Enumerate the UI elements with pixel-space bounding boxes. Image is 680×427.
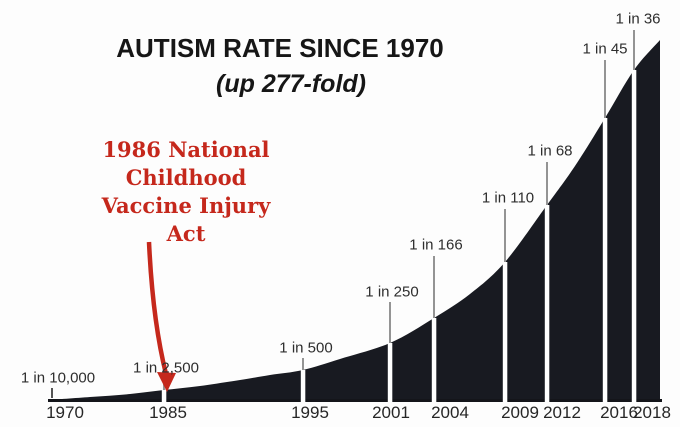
point-label-1985: 1 in 2,500 (133, 359, 199, 377)
area-path (48, 40, 660, 402)
point-label-1995: 1 in 500 (279, 339, 333, 357)
tick-cut-line-2009 (502, 262, 508, 402)
leader-line-2012 (546, 162, 548, 205)
year-label-2001: 2001 (372, 403, 410, 422)
leader-line-2004 (433, 256, 435, 318)
x-axis-baseline (48, 399, 662, 402)
point-label-2004: 1 in 166 (409, 236, 463, 254)
leader-line-1970 (51, 388, 53, 398)
chart-title: AUTISM RATE SINCE 1970 (116, 33, 444, 63)
point-label-2012: 1 in 68 (527, 142, 573, 160)
leader-line-2009 (504, 209, 506, 262)
leader-line-2016 (604, 60, 606, 118)
year-label-1970: 1970 (46, 403, 84, 422)
tick-cut-line-2001 (387, 343, 393, 402)
year-label-2016: 2016 (600, 403, 638, 422)
year-label-2009: 2009 (501, 403, 539, 422)
point-label-2001: 1 in 250 (365, 283, 419, 301)
annotation-arrow-head (157, 372, 176, 392)
tick-cut-line-2012 (544, 205, 550, 402)
tick-cut-line-2018 (631, 70, 637, 402)
year-label-2004: 2004 (431, 403, 469, 422)
point-label-1970: 1 in 10,000 (20, 369, 96, 387)
tick-cut-line-1985 (161, 390, 167, 402)
leader-line-1995 (302, 358, 304, 370)
year-label-1985: 1985 (149, 403, 187, 422)
year-label-2012: 2012 (543, 403, 581, 422)
tick-cut-line-2004 (431, 318, 437, 402)
chart-subtitle: (up 277-fold) (216, 70, 366, 98)
year-label-2018: 2018 (633, 403, 671, 422)
leader-line-2018 (633, 30, 635, 70)
leader-line-2001 (389, 302, 391, 343)
tick-cut-line-2016 (602, 118, 608, 402)
year-label-1995: 1995 (291, 403, 329, 422)
vaccine-act-annotation: 1986 National Childhood Vaccine Injury A… (101, 137, 271, 246)
point-label-2009: 1 in 110 (481, 189, 535, 207)
point-label-2018: 1 in 36 (615, 10, 661, 28)
annotation-arrow-shaft (146, 241, 169, 375)
tick-cut-line-1995 (300, 370, 306, 402)
point-label-2016: 1 in 45 (582, 40, 628, 58)
